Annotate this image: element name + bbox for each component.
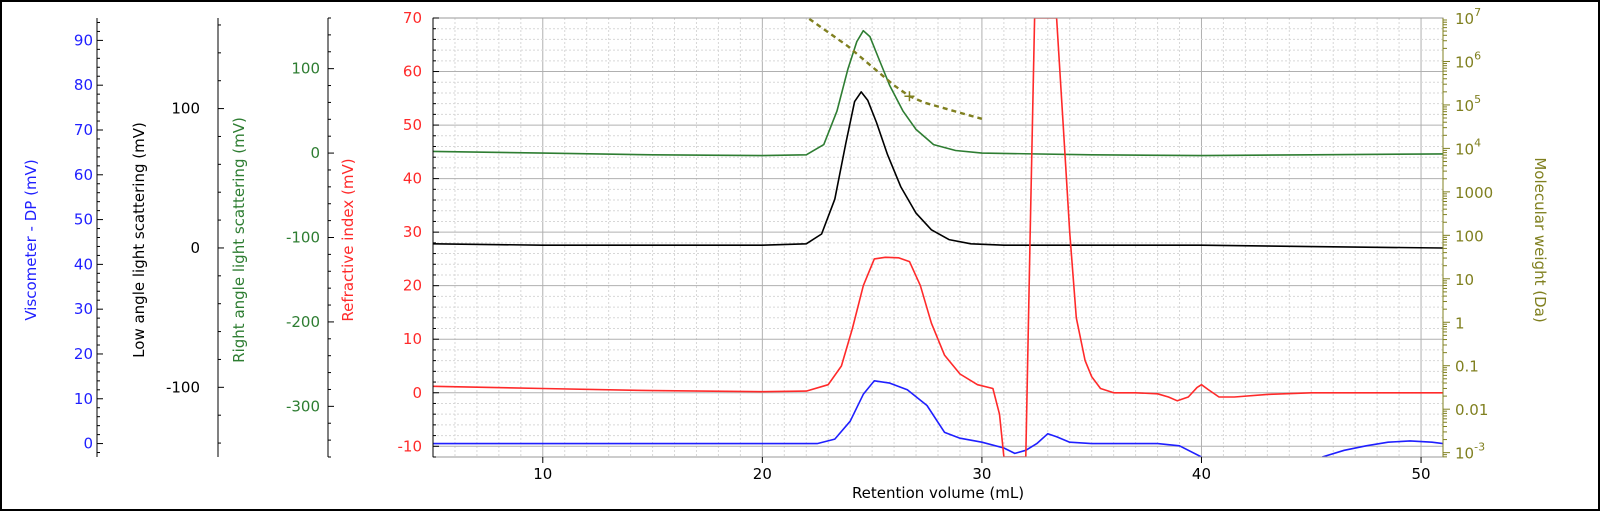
ri-tick-label: 0 xyxy=(412,384,422,402)
mw-tick-label: 1000 xyxy=(1455,184,1493,202)
viscometer-tick-label: 90 xyxy=(74,31,93,49)
ri-series-line-4 xyxy=(433,18,1443,457)
lals-tick-label: 100 xyxy=(171,100,200,118)
x-tick-label: 10 xyxy=(533,465,552,483)
ri-tick-label: 50 xyxy=(403,116,422,134)
rals-tick-label: 0 xyxy=(310,144,320,162)
mw-tick-label: 0.1 xyxy=(1455,358,1479,376)
lals-axis-title: Low angle light scattering (mV) xyxy=(130,122,148,358)
ri-tick-label: 30 xyxy=(403,223,422,241)
x-axis-title: Retention volume (mL) xyxy=(852,484,1024,502)
mw-tick-label: 1 xyxy=(1455,314,1465,332)
mw-tick-label: 105 xyxy=(1455,93,1481,115)
viscometer-tick-label: 40 xyxy=(74,255,93,273)
mw-cursor-marker xyxy=(904,91,915,102)
plot-grid xyxy=(432,17,1444,457)
ri-tick-label: 60 xyxy=(403,63,422,81)
rals-series-line-3 xyxy=(433,29,1443,157)
viscometer-tick-label: 50 xyxy=(74,211,93,229)
ri-tick-label: 40 xyxy=(403,170,422,188)
viscometer-tick-label: 80 xyxy=(74,76,93,94)
rals-tick-label: -200 xyxy=(286,313,320,331)
mw-tick-label: 0.01 xyxy=(1455,401,1488,419)
mw-tick-label: 100 xyxy=(1455,227,1484,245)
ri-axis-title: Refractive index (mV) xyxy=(339,158,357,321)
lals-series-line-2 xyxy=(433,91,1443,249)
rals-tick-label: -300 xyxy=(286,397,320,415)
mw-series-line-5 xyxy=(805,18,983,120)
viscometer-tick-label: 70 xyxy=(74,121,93,139)
viscometer-series-line-1 xyxy=(1321,440,1443,457)
viscometer-axis-title: Viscometer - DP (mV) xyxy=(22,159,40,320)
x-tick-label: 30 xyxy=(972,465,991,483)
rals-tick-label: -100 xyxy=(286,229,320,247)
ri-tick-label: 10 xyxy=(403,330,422,348)
viscometer-series-line-0 xyxy=(433,379,1204,457)
viscometer-tick-label: 60 xyxy=(74,166,93,184)
mw-tick-label: 107 xyxy=(1455,6,1481,28)
viscometer-tick-label: 10 xyxy=(74,390,93,408)
mw-tick-label: 106 xyxy=(1455,49,1481,71)
viscometer-tick-label: 20 xyxy=(74,345,93,363)
ri-tick-label: 70 xyxy=(403,9,422,27)
plot-curves xyxy=(433,18,1443,457)
x-tick-label: 50 xyxy=(1411,465,1430,483)
rals-tick-label: 100 xyxy=(291,60,320,78)
viscometer-tick-label: 0 xyxy=(83,435,93,453)
mw-axis-title: Molecular weight (Da) xyxy=(1531,157,1549,322)
ri-tick-label: 20 xyxy=(403,277,422,295)
plot-axes: 10 20 30 40 500102030405060708090-1000100-30… xyxy=(74,6,1493,483)
x-tick-label: 40 xyxy=(1192,465,1211,483)
lals-tick-label: -100 xyxy=(166,378,200,396)
rals-axis-title: Right angle light scattering (mV) xyxy=(230,117,248,363)
viscometer-tick-label: 30 xyxy=(74,300,93,318)
mw-tick-label: 10 xyxy=(1455,271,1474,289)
mw-tick-label: 10-3 xyxy=(1455,441,1485,463)
ri-tick-label: -10 xyxy=(398,437,423,455)
x-tick-label: 20 xyxy=(753,465,772,483)
lals-tick-label: 0 xyxy=(190,239,200,257)
mw-tick-label: 104 xyxy=(1455,136,1481,158)
